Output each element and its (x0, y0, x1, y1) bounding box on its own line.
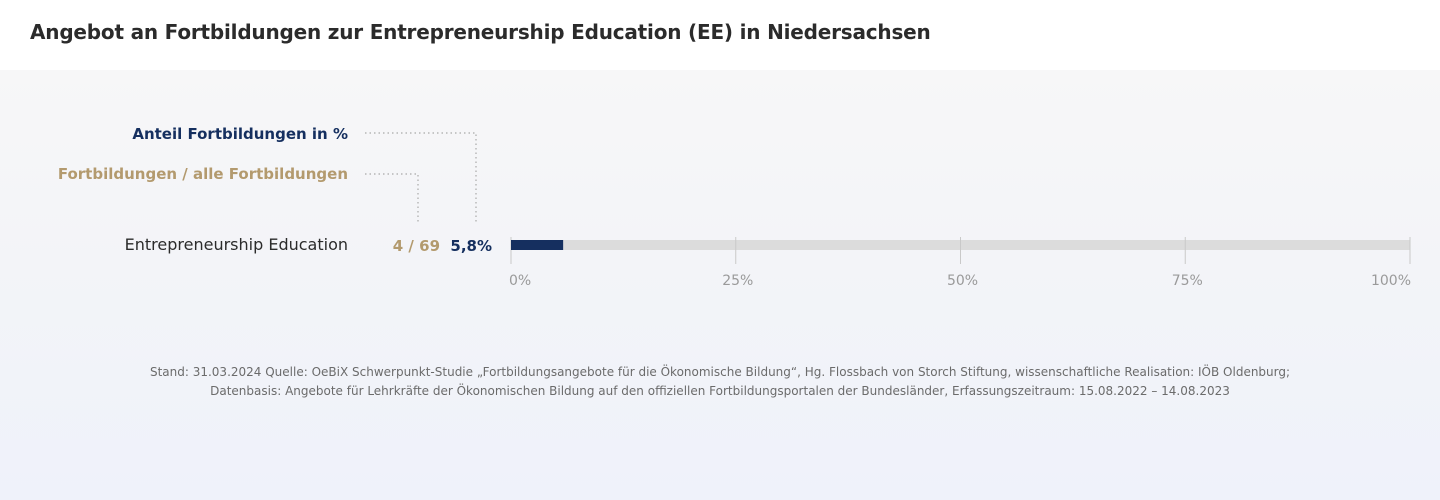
count-label: 4 / 69 (393, 237, 440, 255)
footnote: Stand: 31.03.2024 Quelle: OeBiX Schwerpu… (0, 363, 1440, 401)
legend: Anteil Fortbildungen in % Fortbildungen … (58, 125, 477, 223)
header: Angebot an Fortbildungen zur Entrepreneu… (0, 0, 1440, 70)
chart-panel: Anteil Fortbildungen in % Fortbildungen … (0, 70, 1440, 500)
footnote-line-2: Datenbasis: Angebote für Lehrkräfte der … (210, 384, 1230, 398)
value-bar (511, 240, 564, 250)
legend-count-leader-line (365, 173, 419, 223)
value-label: 5,8% (450, 237, 492, 255)
category-label: Entrepreneurship Education (125, 235, 348, 254)
footnote-line-1: Stand: 31.03.2024 Quelle: OeBiX Schwerpu… (149, 365, 1291, 379)
legend-count-label: Fortbildungen / alle Fortbildungen (58, 165, 348, 183)
x-tick-label: 75% (1172, 273, 1203, 289)
bar-chart: Anteil Fortbildungen in % Fortbildungen … (58, 125, 1411, 289)
legend-share-leader-line (365, 132, 477, 223)
x-tick-label: 100% (1371, 273, 1411, 289)
x-tick-label: 50% (947, 273, 978, 289)
chart-title: Angebot an Fortbildungen zur Entrepreneu… (30, 20, 931, 44)
legend-share-label: Anteil Fortbildungen in % (132, 125, 348, 143)
x-tick-label: 25% (722, 273, 753, 289)
x-tick-label: 0% (509, 273, 531, 289)
